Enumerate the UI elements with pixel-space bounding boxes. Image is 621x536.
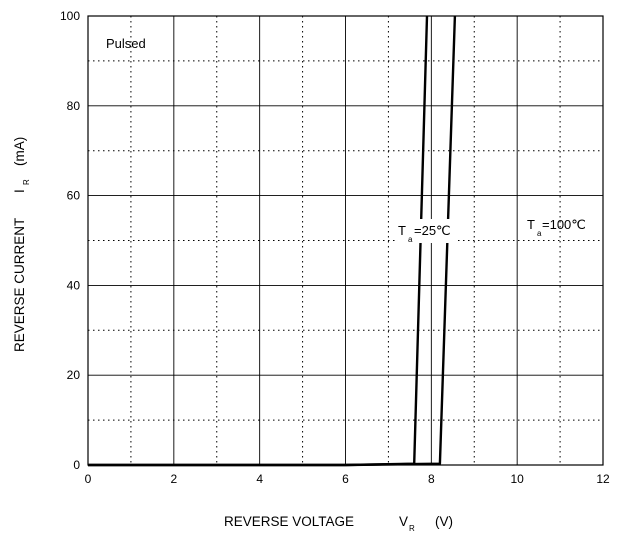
- y-tick-label: 80: [67, 99, 81, 113]
- pulsed-label: Pulsed: [106, 36, 146, 51]
- grid: [88, 16, 603, 465]
- x-tick-label: 12: [596, 472, 610, 486]
- x-tick-label: 6: [342, 472, 349, 486]
- tick-labels: 0 2 4 6 8 10 12 0 20 40 60 80 100: [60, 9, 610, 486]
- x-axis-title-subscript: R: [409, 524, 415, 533]
- ta25-subscript: a: [408, 235, 413, 244]
- x-axis-title-symbol: V: [399, 514, 408, 529]
- x-axis-title-main: REVERSE VOLTAGE: [224, 514, 354, 529]
- x-tick-label: 4: [256, 472, 263, 486]
- ta100-subscript: a: [537, 229, 542, 238]
- y-tick-label: 0: [73, 458, 80, 472]
- ta100-value: =100℃: [542, 217, 586, 232]
- y-tick-label: 100: [60, 9, 80, 23]
- x-axis-title: REVERSE VOLTAGE V R (V): [224, 514, 453, 533]
- y-tick-label: 40: [67, 278, 81, 292]
- y-axis-title-symbol: I: [12, 189, 27, 193]
- ta25-symbol: T: [398, 223, 406, 238]
- y-axis-title-subscript: R: [22, 179, 31, 185]
- x-tick-label: 10: [510, 472, 524, 486]
- plot-frame: [87, 15, 604, 466]
- ta100-symbol: T: [527, 217, 535, 232]
- y-axis-title-unit: (mA): [12, 137, 27, 166]
- y-axis-title-main: REVERSE CURRENT: [12, 218, 27, 352]
- x-axis-title-unit: (V): [435, 514, 453, 529]
- y-axis-title: REVERSE CURRENT I R (mA): [12, 137, 31, 352]
- label-bg: [396, 219, 458, 243]
- ta25-value: =25℃: [414, 223, 451, 238]
- series-label-25c: T a =25℃: [396, 219, 458, 244]
- x-tick-label: 2: [170, 472, 177, 486]
- series-label-100c: T a =100℃: [527, 217, 586, 238]
- x-tick-label: 0: [85, 472, 92, 486]
- y-tick-label: 20: [67, 368, 81, 382]
- x-tick-label: 8: [428, 472, 435, 486]
- y-tick-label: 60: [67, 189, 81, 203]
